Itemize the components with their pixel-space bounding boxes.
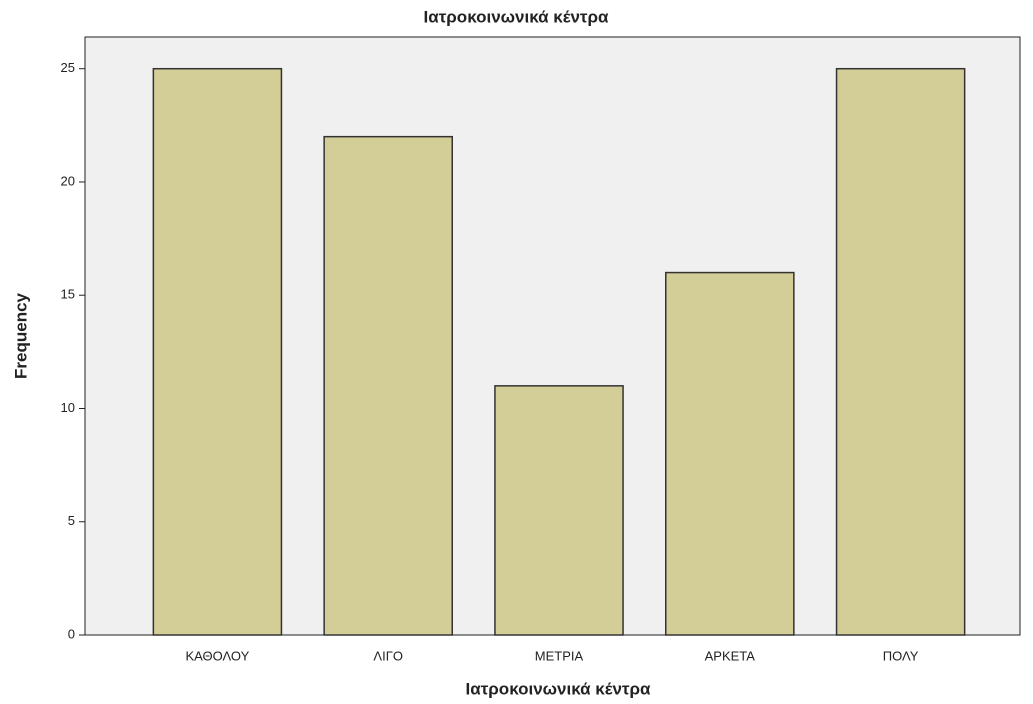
bar (665, 271, 795, 636)
x-tick-label: ΛΙΓΟ (373, 648, 403, 663)
bar (323, 135, 453, 636)
bar (152, 67, 283, 636)
y-tick-label: 0 (68, 626, 75, 641)
chart-title: Ιατροκοινωνικά κέντρα (424, 7, 609, 26)
x-axis-label: Ιατροκοινωνικά κέντρα (466, 679, 651, 698)
bar (835, 67, 966, 636)
y-tick-label: 15 (61, 287, 75, 302)
y-tick-label: 10 (61, 400, 75, 415)
y-tick-label: 25 (61, 60, 75, 75)
y-tick-label: 5 (68, 513, 75, 528)
y-tick-label: 20 (61, 173, 75, 188)
x-tick-label: ΚΑΘΟΛΟΥ (185, 648, 249, 663)
x-tick-label: ΑΡΚΕΤΑ (705, 648, 756, 663)
x-tick-label: ΜΕΤΡΙΑ (535, 648, 584, 663)
bar (494, 385, 624, 636)
y-axis-label: Frequency (11, 292, 30, 379)
x-tick-label: ΠΟΛΥ (883, 648, 919, 663)
